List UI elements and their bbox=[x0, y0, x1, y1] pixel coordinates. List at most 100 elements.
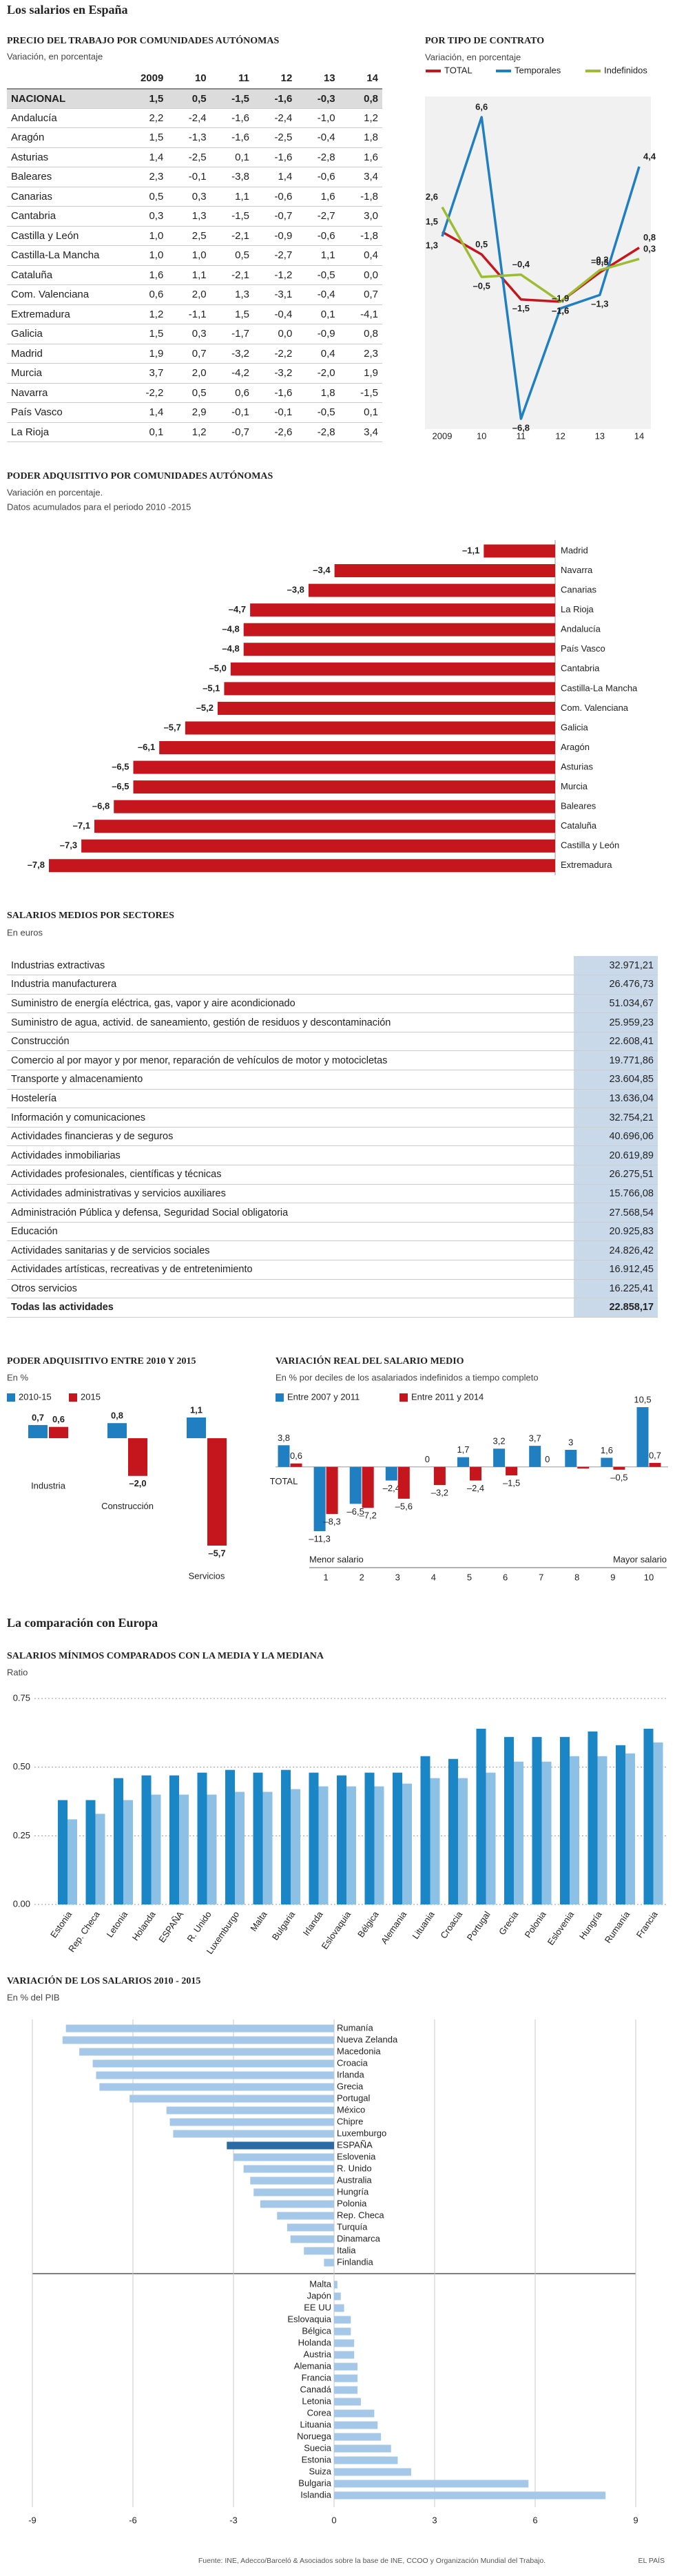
chart-title: SALARIOS MÍNIMOS COMPARADOS CON LA MEDIA… bbox=[7, 1650, 324, 1661]
category-label: Estonia bbox=[48, 1909, 74, 1940]
bar bbox=[346, 1786, 356, 1904]
cell: 0,1 bbox=[296, 304, 340, 324]
legend-swatch bbox=[69, 1393, 77, 1402]
table-subtitle: Variación, en porcentaje bbox=[7, 51, 103, 61]
x-tick-label: 9 bbox=[633, 2515, 638, 2525]
bar bbox=[308, 583, 555, 597]
category-label: 10 bbox=[644, 1572, 654, 1582]
category-label: EE UU bbox=[304, 2302, 331, 2312]
bar bbox=[133, 780, 555, 794]
bar bbox=[448, 1758, 458, 1904]
column-header: 12 bbox=[253, 69, 297, 90]
cell: 1,1 bbox=[296, 245, 340, 266]
bar bbox=[49, 859, 555, 873]
cell: 22.858,17 bbox=[574, 1298, 658, 1318]
category-label: Rumanía bbox=[337, 2022, 374, 2033]
row-label: Actividades financieras y de seguros bbox=[7, 1127, 574, 1147]
row-label: Actividades sanitarias y de servicios so… bbox=[7, 1240, 574, 1260]
bar bbox=[141, 1775, 152, 1904]
row-label: Transporte y almacenamiento bbox=[7, 1070, 574, 1090]
category-label: 9 bbox=[610, 1572, 615, 1582]
category-label: Andalucía bbox=[561, 624, 601, 634]
cell: 13.636,04 bbox=[574, 1089, 658, 1109]
cell: -3,2 bbox=[210, 344, 253, 364]
row-label: Baleares bbox=[7, 167, 123, 187]
bar bbox=[250, 603, 555, 617]
x-tick-label: 12 bbox=[555, 430, 565, 441]
data-label: 0,5 bbox=[475, 239, 488, 249]
category-label: 6 bbox=[503, 1572, 508, 1582]
bar bbox=[334, 2351, 355, 2359]
bar bbox=[278, 1445, 290, 1467]
cell: 0,5 bbox=[123, 187, 168, 207]
bar bbox=[560, 1736, 570, 1904]
category-label: R. Unido bbox=[337, 2163, 372, 2173]
category-label: Islandia bbox=[300, 2489, 332, 2500]
data-label: –1,6 bbox=[552, 305, 569, 315]
category-label: Construcción bbox=[101, 1501, 154, 1511]
row-label: Industria manufacturera bbox=[7, 975, 574, 995]
category-label: Servicios bbox=[189, 1570, 225, 1581]
bar bbox=[565, 1449, 577, 1467]
cell: -0,4 bbox=[296, 284, 340, 305]
column-header: 13 bbox=[296, 69, 340, 90]
bar bbox=[243, 2165, 334, 2173]
bar bbox=[334, 2456, 398, 2464]
cell: 2,5 bbox=[167, 226, 211, 246]
cell: 0,0 bbox=[339, 265, 382, 285]
row-label: Actividades profesionales, científicas y… bbox=[7, 1165, 574, 1185]
cell: 22.608,41 bbox=[574, 1032, 658, 1052]
bar bbox=[326, 1466, 338, 1515]
chart-subtitle: Variación en porcentaje. bbox=[7, 487, 103, 497]
category-label: Malta bbox=[309, 2278, 332, 2289]
cell: -1,5 bbox=[210, 206, 253, 227]
bar bbox=[28, 1424, 48, 1439]
bar bbox=[114, 1778, 123, 1904]
cell: 0,5 bbox=[167, 383, 211, 403]
category-label: 4 bbox=[431, 1572, 436, 1582]
data-label: –0,5 bbox=[610, 1472, 627, 1482]
cell: 24.826,42 bbox=[574, 1240, 658, 1260]
category-label: Alemania bbox=[379, 1909, 409, 1946]
table-subtitle: En euros bbox=[7, 927, 43, 937]
data-label: –3,4 bbox=[313, 565, 331, 575]
category-label: Chipre bbox=[337, 2116, 363, 2126]
cell: -0,1 bbox=[210, 402, 253, 423]
cell: -1,0 bbox=[296, 108, 340, 128]
row-label: Cataluña bbox=[7, 265, 123, 285]
bar bbox=[128, 1438, 147, 1476]
cell: 0,6 bbox=[123, 284, 168, 305]
table-row: Castilla y León 1,0 2,5 -2,1 -0,9 -0,6 -1,8 bbox=[7, 226, 382, 246]
y-tick-label: 0.50 bbox=[13, 1761, 30, 1772]
row-label: Andalucía bbox=[7, 108, 123, 128]
category-label: Baleares bbox=[561, 801, 596, 811]
category-label: 7 bbox=[539, 1572, 543, 1582]
bar bbox=[318, 1786, 329, 1904]
category-label: Malta bbox=[248, 1909, 269, 1933]
bar bbox=[277, 2212, 334, 2220]
data-label: –0,2 bbox=[591, 255, 608, 265]
cell: -0,6 bbox=[253, 187, 297, 207]
bar bbox=[290, 2235, 334, 2243]
bar bbox=[224, 682, 555, 696]
cell: -0,7 bbox=[210, 422, 253, 442]
cell: -3,8 bbox=[210, 167, 253, 187]
bar bbox=[529, 1446, 541, 1467]
line bbox=[441, 116, 641, 420]
cell: -4,2 bbox=[210, 363, 253, 384]
x-tick-label: 2009 bbox=[433, 430, 453, 441]
category-label: Suiza bbox=[309, 2466, 331, 2476]
cell: -2,0 bbox=[296, 363, 340, 384]
cell: -2,5 bbox=[167, 147, 211, 167]
cell: 1,0 bbox=[123, 245, 168, 266]
data-label: 2,6 bbox=[426, 191, 438, 202]
cell: -1,6 bbox=[210, 108, 253, 128]
category-label: Castilla-La Mancha bbox=[561, 683, 638, 693]
data-label: –6,8 bbox=[92, 801, 110, 811]
data-label: –3,8 bbox=[287, 585, 304, 595]
table-row: Asturias 1,4 -2,5 0,1 -1,6 -2,8 1,6 bbox=[7, 147, 382, 167]
category-label: Portugal bbox=[465, 1909, 492, 1942]
chart-title: VARIACIÓN REAL DEL SALARIO MEDIO bbox=[276, 1355, 464, 1367]
bar bbox=[514, 1761, 523, 1904]
legend-label: 2010-15 bbox=[19, 1391, 52, 1402]
